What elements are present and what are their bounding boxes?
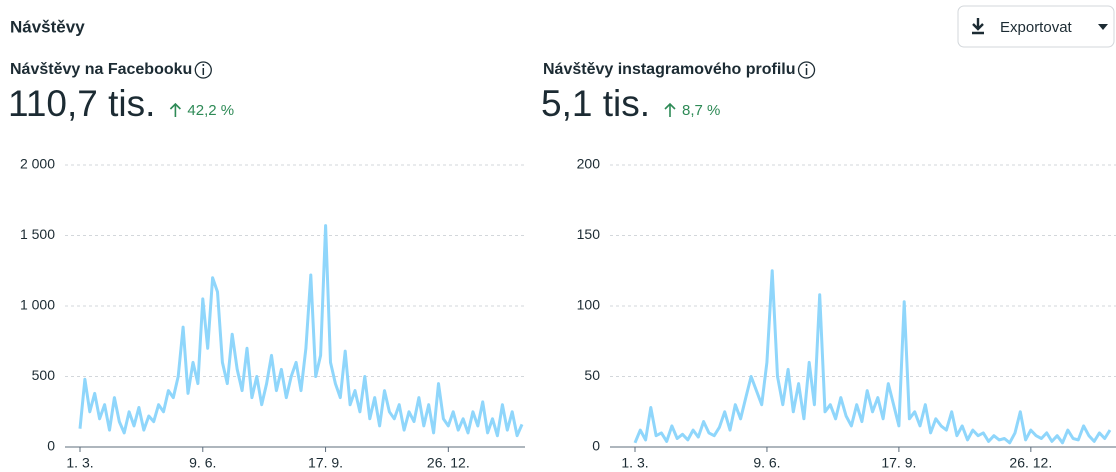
x-tick-label: 1. 3. (621, 455, 648, 471)
info-icon (797, 61, 816, 79)
y-tick-label: 50 (584, 367, 600, 383)
info-icon (194, 61, 212, 79)
y-tick-label: 1 500 (20, 226, 55, 242)
y-tick-label: 100 (577, 297, 601, 313)
total-value: 5,1 tis. (541, 83, 650, 124)
x-tick-label: 9. 6. (753, 455, 780, 471)
data-line (633, 269, 1112, 445)
y-tick-label: 500 (32, 367, 56, 383)
caret-icon (1098, 24, 1108, 30)
section-title: Návštěvy (10, 17, 85, 36)
export-button[interactable]: Exportovat (957, 5, 1115, 48)
button-frame[interactable] (957, 5, 1115, 48)
chart-title: Návštěvy na Facebooku (10, 61, 192, 78)
x-tick-label: 17. 9. (308, 455, 343, 471)
y-tick-label: 1 000 (20, 297, 55, 313)
up-arrow-icon (664, 102, 676, 117)
info-icon-dot (202, 64, 205, 66)
up-arrow-icon (169, 102, 181, 117)
y-tick-label: 200 (577, 156, 601, 172)
download-icon (972, 18, 984, 35)
y-tick-label: 0 (47, 438, 55, 454)
button-label[interactable]: Exportovat (1000, 19, 1073, 36)
change-value: 8,7 % (682, 102, 720, 119)
change-value: 42,2 % (187, 102, 234, 119)
chart-title: Návštěvy instagramového profilu (543, 61, 796, 78)
total-value: 110,7 tis. (8, 83, 155, 124)
info-icon-dot (805, 64, 808, 66)
y-tick-label: 150 (577, 226, 601, 242)
data-line (78, 224, 524, 438)
x-tick-label: 26. 12. (427, 455, 470, 471)
x-tick-label: 26. 12. (1009, 455, 1052, 471)
x-tick-label: 9. 6. (189, 455, 216, 471)
x-tick-label: 17. 9. (881, 455, 916, 471)
y-tick-label: 2 000 (20, 156, 55, 172)
x-tick-label: 1. 3. (66, 455, 93, 471)
y-tick-label: 0 (592, 438, 600, 454)
